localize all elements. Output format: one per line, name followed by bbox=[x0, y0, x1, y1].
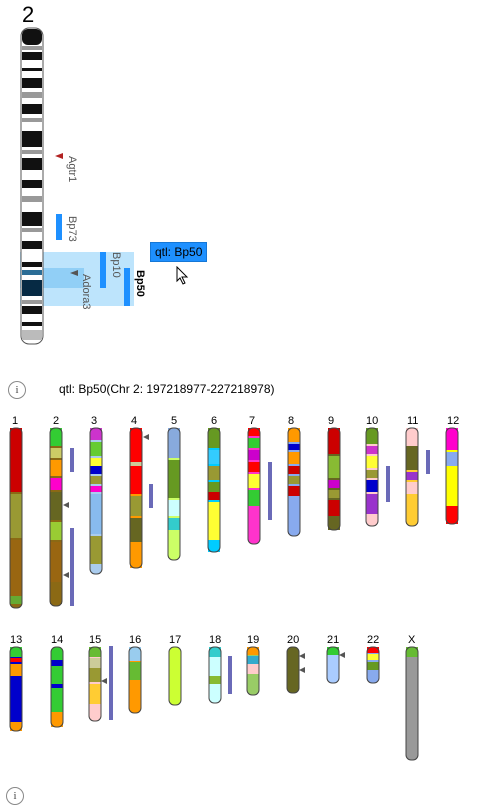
qtl-label-bp73[interactable]: Bp73 bbox=[66, 216, 78, 242]
chromosome-x[interactable] bbox=[405, 646, 419, 761]
chr-label-14: 14 bbox=[51, 634, 64, 646]
qtl-label-bp50[interactable]: Bp50 bbox=[134, 270, 146, 297]
chromosome-14[interactable] bbox=[50, 646, 64, 728]
chromosome-11[interactable] bbox=[405, 427, 419, 527]
chromosome-22[interactable] bbox=[366, 646, 380, 684]
qtl-bar-bp73 bbox=[56, 214, 62, 240]
gene-marker bbox=[299, 653, 305, 659]
qtl-bar bbox=[426, 450, 430, 474]
gene-marker bbox=[339, 652, 345, 658]
gene-marker-adora3 bbox=[70, 270, 78, 276]
chromosome-20[interactable] bbox=[286, 646, 300, 694]
qtl-bar-bp50 bbox=[124, 268, 130, 306]
gene-marker bbox=[63, 572, 69, 578]
chr-label-6: 6 bbox=[211, 415, 218, 427]
chr-label-x: X bbox=[408, 634, 416, 646]
chr-label-22: 22 bbox=[367, 634, 380, 646]
chromosome-bands bbox=[22, 29, 42, 326]
chr-label-3: 3 bbox=[91, 415, 98, 427]
chromosome-18[interactable] bbox=[208, 646, 222, 704]
chromosome-4[interactable] bbox=[129, 427, 143, 569]
chr-label-12: 12 bbox=[447, 415, 460, 427]
qtl-bar bbox=[268, 462, 272, 520]
chromosome-6[interactable] bbox=[207, 427, 221, 553]
chromosome-16[interactable] bbox=[128, 646, 142, 714]
chr-label-15: 15 bbox=[89, 634, 102, 646]
info-icon[interactable]: i bbox=[8, 381, 26, 399]
qtl-tooltip: qtl: Bp50 bbox=[150, 242, 208, 262]
chr-label-21: 21 bbox=[327, 634, 340, 646]
overview-gene-markers bbox=[63, 434, 345, 684]
gene-marker bbox=[299, 667, 305, 673]
qtl-bar bbox=[386, 466, 390, 502]
chromosome-21[interactable] bbox=[326, 646, 340, 684]
qtl-description: qtl: Bp50(Chr 2: 197218977-227218978) bbox=[59, 382, 275, 396]
chr-label-9: 9 bbox=[328, 415, 335, 427]
qtl-bar bbox=[70, 528, 74, 606]
chr-label-17: 17 bbox=[169, 634, 182, 646]
gene-marker bbox=[101, 678, 107, 684]
chr-label-7: 7 bbox=[249, 415, 256, 427]
chr-label-1: 1 bbox=[12, 415, 19, 427]
chr-label-10: 10 bbox=[366, 415, 379, 427]
gene-label-agtr1[interactable]: Agtr1 bbox=[66, 156, 78, 183]
chromosome-7[interactable] bbox=[247, 427, 261, 545]
chromosome-12[interactable] bbox=[445, 427, 459, 525]
qtl-bar bbox=[70, 448, 74, 472]
chr-label-4: 4 bbox=[131, 415, 138, 427]
chromosome-number: 2 bbox=[22, 2, 35, 27]
gene-marker-agtr1 bbox=[55, 153, 63, 159]
chr-label-8: 8 bbox=[288, 415, 295, 427]
chromosome-bands-grey bbox=[22, 46, 42, 340]
gene-label-adora3[interactable]: Adora3 bbox=[80, 274, 92, 310]
overview-qtl-bars bbox=[70, 448, 430, 720]
chromosome-10[interactable] bbox=[365, 427, 379, 527]
qtl-bar bbox=[109, 646, 113, 720]
chromosome-9[interactable] bbox=[327, 427, 341, 531]
chromosome-17[interactable] bbox=[168, 646, 182, 706]
chromosome-8[interactable] bbox=[287, 427, 301, 537]
gene-marker bbox=[143, 434, 149, 440]
chromosome-1[interactable] bbox=[9, 427, 23, 609]
chr-label-19: 19 bbox=[247, 634, 260, 646]
chr-label-2: 2 bbox=[53, 415, 60, 427]
footer-info-icon[interactable]: i bbox=[6, 787, 24, 805]
chromosome-detail-view[interactable]: 2 bbox=[0, 0, 260, 350]
chromosome-3[interactable] bbox=[89, 427, 103, 575]
chromosome-15[interactable] bbox=[88, 646, 102, 722]
qtl-bar-bp10 bbox=[100, 252, 106, 288]
chromosome-2[interactable] bbox=[49, 427, 63, 607]
chromosome-ideogram[interactable] bbox=[0, 0, 260, 350]
qtl-bar bbox=[149, 484, 153, 508]
qtl-bar bbox=[228, 656, 232, 694]
chr-label-5: 5 bbox=[171, 415, 178, 427]
mouse-cursor-icon bbox=[176, 266, 189, 285]
chr-label-18: 18 bbox=[209, 634, 222, 646]
chromosome-19[interactable] bbox=[246, 646, 260, 696]
chromosome-5[interactable] bbox=[167, 427, 181, 561]
qtl-label-bp10[interactable]: Bp10 bbox=[110, 252, 122, 278]
chr-label-20: 20 bbox=[287, 634, 300, 646]
chr-label-16: 16 bbox=[129, 634, 142, 646]
chr-label-13: 13 bbox=[10, 634, 23, 646]
chr-label-11: 11 bbox=[407, 415, 419, 427]
gene-marker bbox=[63, 502, 69, 508]
chromosome-13[interactable] bbox=[9, 646, 23, 732]
